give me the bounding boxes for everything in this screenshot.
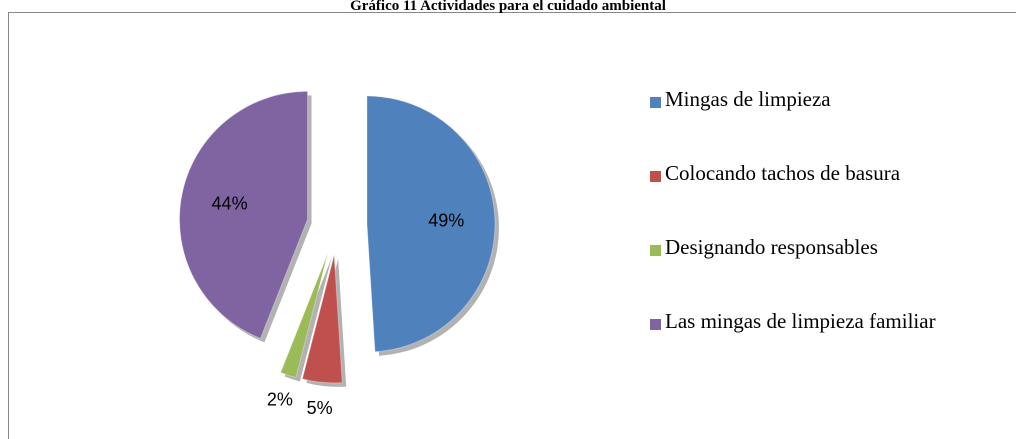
slice <box>301 254 343 384</box>
legend-swatch <box>650 171 661 182</box>
slice <box>179 90 309 340</box>
legend-entry: Mingas de limpieza <box>650 87 970 162</box>
legend-swatch <box>650 319 661 330</box>
data-label: 44% <box>212 193 248 213</box>
slice <box>366 95 496 353</box>
pie <box>179 90 499 387</box>
legend-label: Colocando tachos de basura <box>665 161 901 185</box>
legend-swatch <box>650 245 661 256</box>
legend-entry: Colocando tachos de basura <box>650 161 970 236</box>
legend-label: Designando responsables <box>665 235 878 259</box>
legend-swatch <box>650 97 661 108</box>
legend: Mingas de limpieza Colocando tachos de ba… <box>650 87 970 384</box>
chart-border <box>8 12 1016 439</box>
data-label: 2% <box>267 390 293 410</box>
legend-label: Las mingas de limpieza familiar <box>665 309 936 333</box>
data-label: 5% <box>307 398 333 418</box>
chart-title: Gráfico 11 Actividades para el cuidado a… <box>350 0 666 14</box>
legend-entry: Designando responsables <box>650 235 970 310</box>
slice <box>279 253 329 379</box>
legend-label: Mingas de limpieza <box>665 87 831 111</box>
legend-entry: Las mingas de limpieza familiar <box>650 309 970 384</box>
data-label: 49% <box>428 210 464 230</box>
